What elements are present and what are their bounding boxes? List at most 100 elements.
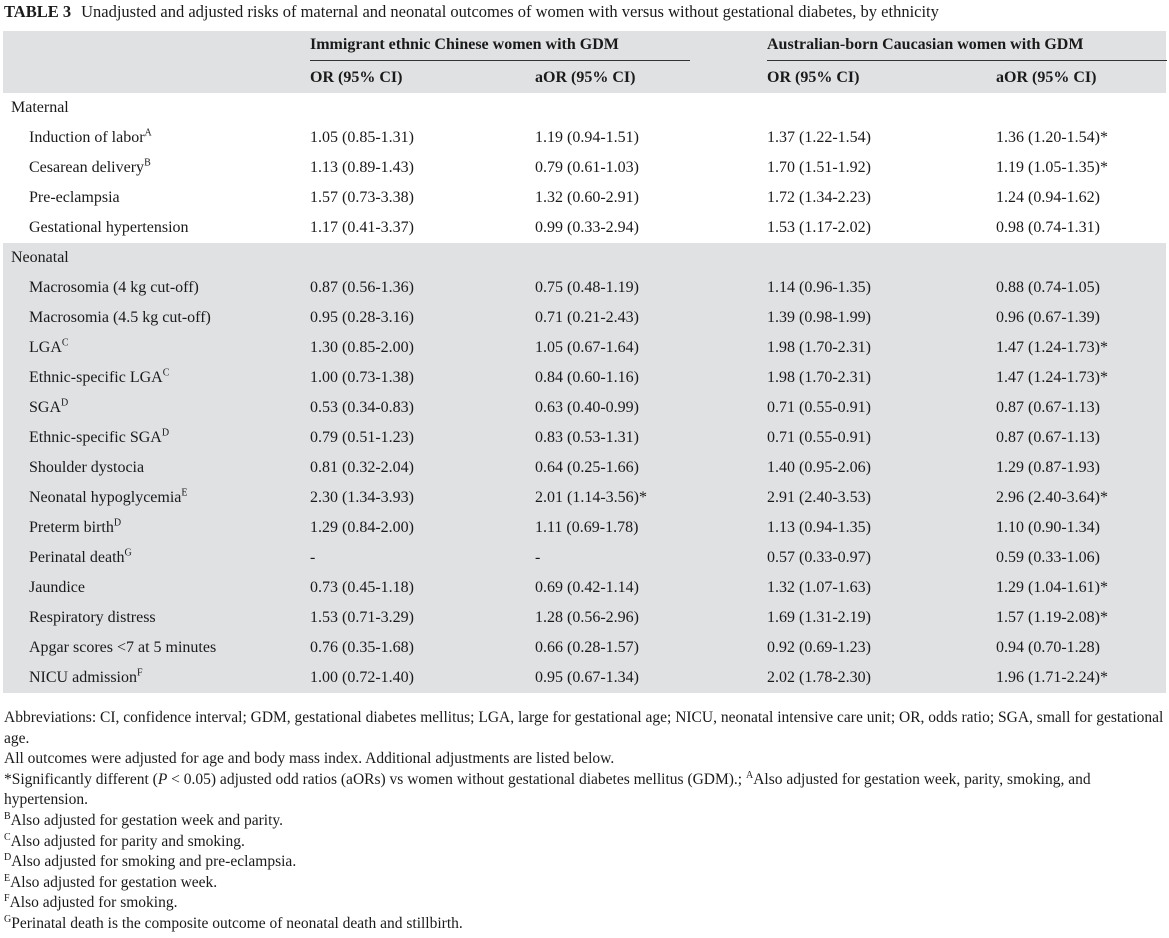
value-cell-c1: 0.79 (0.51-1.23) (310, 423, 535, 453)
value-cell-c1: - (310, 543, 535, 573)
value-cell-c1: 1.05 (0.85-1.31) (310, 129, 414, 146)
table-row: Neonatal hypoglycemiaE 2.30 (1.34-3.93) 2.… (3, 483, 1166, 513)
footnote-marker: A (144, 127, 152, 139)
value-cell-c3: 0.57 (0.33-0.97) (767, 543, 996, 573)
table-row: NICU admissionF 1.00 (0.72-1.40) 0.95 (0.6… (3, 663, 1166, 693)
value-cell-c2: 1.05 (0.67-1.64) (535, 333, 767, 363)
value-cell-c1: 1.30 (0.85-2.00) (310, 333, 535, 363)
value-cell-c4: 1.19 (1.05-1.35)* (996, 159, 1108, 176)
header-group-row: Immigrant ethnic Chinese women with GDM … (3, 31, 1167, 63)
value-cell-c2: 0.99 (0.33-2.94) (535, 219, 639, 236)
value-cell-c3: 1.70 (1.51-1.92) (767, 159, 871, 176)
value-cell-c1: 0.81 (0.32-2.04) (310, 453, 535, 483)
value-cell-c4: 1.24 (0.94-1.62) (996, 189, 1100, 206)
value-cell-c4: 1.29 (1.04-1.61)* (996, 573, 1166, 603)
value-cell-c2: 0.95 (0.67-1.34) (535, 663, 767, 693)
value-cell-c4: 2.96 (2.40-3.64)* (996, 483, 1166, 513)
outcome-label: Respiratory distress (3, 603, 310, 633)
footnote-adjusted: All outcomes were adjusted for age and b… (4, 750, 615, 768)
value-cell-c4: 0.94 (0.70-1.28) (996, 633, 1166, 663)
value-cell-c2: 2.01 (1.14-3.56)* (535, 483, 767, 513)
table-row: Apgar scores <7 at 5 minutes 0.76 (0.35-1… (3, 633, 1166, 663)
table-footnotes: Abbreviations: CI, confidence interval; … (4, 708, 1164, 935)
outcome-label: Macrosomia (4 kg cut-off) (3, 273, 310, 303)
table-row: Ethnic-specific LGAC 1.00 (0.73-1.38) 0.84… (3, 363, 1166, 393)
value-cell-c2: 0.64 (0.25-1.66) (535, 453, 767, 483)
footnote-marker: C (162, 367, 170, 379)
table-row: Induction of laborA 1.05 (0.85-1.31) 1.19 … (3, 123, 1166, 153)
footnote-list: BAlso adjusted for gestation week and pa… (4, 811, 1164, 935)
value-cell-c1: 1.17 (0.41-3.37) (310, 219, 414, 236)
value-cell-c3: 1.69 (1.31-2.19) (767, 603, 996, 633)
value-cell-c4: 1.57 (1.19-2.08)* (996, 603, 1166, 633)
table-row: Macrosomia (4.5 kg cut-off) 0.95 (0.28-3.… (3, 303, 1166, 333)
outcome-label: Apgar scores <7 at 5 minutes (3, 633, 310, 663)
value-cell-c2: - (535, 543, 767, 573)
footnote-marker: D (113, 517, 122, 529)
outcome-label: Gestational hypertension (29, 219, 189, 236)
table-row: Pre-eclampsia 1.57 (0.73-3.38) 1.32 (0.60-… (3, 183, 1166, 213)
outcome-label: Ethnic-specific SGAD (3, 423, 310, 453)
value-cell-c3: 1.53 (1.17-2.02) (767, 219, 871, 236)
value-cell-c1: 1.57 (0.73-3.38) (310, 189, 414, 206)
table-row: Perinatal deathG - -0.57 (0.33-0.97) 0.59 (… (3, 543, 1166, 573)
value-cell-c1: 0.73 (0.45-1.18) (310, 573, 535, 603)
section-label-neonatal: Neonatal (3, 243, 1166, 273)
outcome-label: Perinatal deathG (3, 543, 310, 573)
value-cell-c4: 1.29 (0.87-1.93) (996, 453, 1166, 483)
outcome-label: Macrosomia (4.5 kg cut-off) (3, 303, 310, 333)
footnote-item: EAlso adjusted for gestation week. (4, 872, 218, 891)
value-cell-c1: 1.00 (0.72-1.40) (310, 663, 535, 693)
col-header-or-caucasian: OR (95% CI) (767, 63, 996, 93)
value-cell-c2: 0.75 (0.48-1.19) (535, 273, 767, 303)
footnote-item: BAlso adjusted for gestation week and pa… (4, 810, 283, 829)
value-cell-c2: 0.69 (0.42-1.14) (535, 573, 767, 603)
value-cell-c3: 1.40 (0.95-2.06) (767, 453, 996, 483)
header-sub-row: OR (95% CI) aOR (95% CI) OR (95% CI) aOR… (3, 63, 1166, 93)
table-row: Macrosomia (4 kg cut-off) 0.87 (0.56-1.36… (3, 273, 1166, 303)
footnote-significance: *Significantly different (P < 0.05) adju… (4, 769, 1091, 809)
col-header-aor-chinese: aOR (95% CI) (535, 63, 767, 93)
value-cell-c3: 1.72 (1.34-2.23) (767, 189, 871, 206)
value-cell-c4: 1.36 (1.20-1.54)* (996, 129, 1108, 146)
footnote-marker: D (161, 427, 170, 439)
outcome-label: SGAD (3, 393, 310, 423)
value-cell-c1: 0.95 (0.28-3.16) (310, 303, 535, 333)
value-cell-c3: 1.39 (0.98-1.99) (767, 303, 996, 333)
value-cell-c2: 1.32 (0.60-2.91) (535, 189, 639, 206)
value-cell-c3: 0.92 (0.69-1.23) (767, 633, 996, 663)
value-cell-c4: 1.47 (1.24-1.73)* (996, 363, 1166, 393)
table-row: Respiratory distress 1.53 (0.71-3.29) 1.28… (3, 603, 1166, 633)
value-cell-c4: 0.96 (0.67-1.39) (996, 303, 1166, 333)
section-row-maternal: Maternal (3, 93, 1166, 123)
value-cell-c2: 1.28 (0.56-2.96) (535, 603, 767, 633)
value-cell-c2: 1.11 (0.69-1.78) (535, 513, 767, 543)
col-header-aor-caucasian: aOR (95% CI) (996, 63, 1166, 93)
group-header-chinese: Immigrant ethnic Chinese women with GDM (310, 36, 690, 61)
col-header-or-chinese: OR (95% CI) (310, 63, 535, 93)
value-cell-c3: 2.91 (2.40-3.53) (767, 483, 996, 513)
value-cell-c1: 0.87 (0.56-1.36) (310, 273, 535, 303)
value-cell-c4: 0.87 (0.67-1.13) (996, 423, 1166, 453)
outcome-label: Pre-eclampsia (29, 189, 120, 206)
table-row: Preterm birthD 1.29 (0.84-2.00) 1.11 (0.69… (3, 513, 1166, 543)
footnote-marker: B (144, 157, 151, 169)
footnote-item: CAlso adjusted for parity and smoking. (4, 831, 245, 850)
outcome-label: Neonatal hypoglycemiaE (3, 483, 310, 513)
value-cell-c1: 1.29 (0.84-2.00) (310, 513, 535, 543)
value-cell-c3: 2.02 (1.78-2.30) (767, 663, 996, 693)
value-cell-c3: 1.13 (0.94-1.35) (767, 513, 996, 543)
outcome-label: Jaundice (3, 573, 310, 603)
outcome-label: Cesarean deliveryB (29, 157, 151, 176)
footnote-marker: E (181, 487, 188, 499)
footnote-item: GPerinatal death is the composite outcom… (4, 913, 463, 932)
table-row: SGAD 0.53 (0.34-0.83) 0.63 (0.40-0.99) 0.71… (3, 393, 1166, 423)
value-cell-c2: 0.66 (0.28-1.57) (535, 633, 767, 663)
value-cell-c4: 0.59 (0.33-1.06) (996, 543, 1166, 573)
value-cell-c1: 0.76 (0.35-1.68) (310, 633, 535, 663)
value-cell-c3: 1.98 (1.70-2.31) (767, 333, 996, 363)
value-cell-c1: 1.13 (0.89-1.43) (310, 159, 414, 176)
value-cell-c1: 2.30 (1.34-3.93) (310, 483, 535, 513)
footnote-marker: C (61, 337, 69, 349)
outcome-label: Ethnic-specific LGAC (3, 363, 310, 393)
